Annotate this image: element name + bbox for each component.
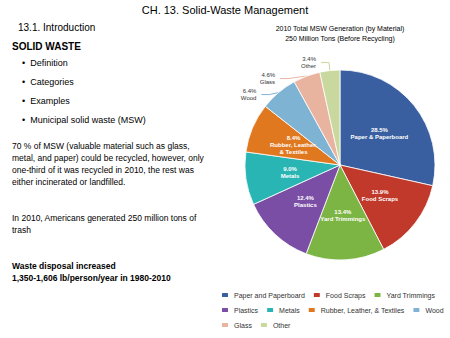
svg-text:13.1. Introduction: 13.1. Introduction	[18, 22, 95, 33]
svg-text:trash: trash	[12, 225, 31, 235]
svg-text:13.4%: 13.4%	[334, 209, 352, 215]
svg-text:CH. 13. Solid-Waste Management: CH. 13. Solid-Waste Management	[142, 4, 309, 16]
svg-text:• Municipal solid waste (MSW): • Municipal solid waste (MSW)	[22, 115, 146, 125]
svg-text:& Textiles: & Textiles	[280, 149, 309, 155]
svg-text:Food Scraps: Food Scraps	[326, 292, 366, 300]
svg-text:250 Million Tons (Before Recyc: 250 Million Tons (Before Recycling)	[285, 35, 395, 43]
svg-text:Rubber, Leather, & Textiles: Rubber, Leather, & Textiles	[321, 307, 405, 314]
svg-text:Wood: Wood	[425, 307, 443, 314]
svg-text:Yard Trimmings: Yard Trimmings	[320, 216, 366, 222]
svg-text:Waste disposal increased: Waste disposal increased	[12, 261, 116, 271]
svg-text:28.5%: 28.5%	[371, 127, 389, 133]
svg-text:• Definition: • Definition	[22, 58, 68, 68]
svg-text:3.4%: 3.4%	[302, 56, 316, 62]
svg-text:SOLID WASTE: SOLID WASTE	[12, 41, 81, 52]
svg-text:In 2010, Americans generated 2: In 2010, Americans generated 250 million…	[12, 213, 197, 223]
svg-text:Plastics: Plastics	[234, 307, 259, 314]
svg-text:Paper & Paperboard: Paper & Paperboard	[351, 134, 409, 140]
svg-text:13.9%: 13.9%	[371, 189, 389, 195]
svg-text:4.6%: 4.6%	[261, 72, 275, 78]
svg-text:Metals: Metals	[279, 307, 300, 314]
svg-text:metal, and paper) could be rec: metal, and paper) could be recycled, how…	[12, 153, 205, 163]
svg-text:Rubber, Leather,: Rubber, Leather,	[270, 142, 317, 148]
svg-text:Food Scraps: Food Scraps	[362, 196, 399, 202]
svg-text:70 % of MSW (valuable material: 70 % of MSW (valuable material such as g…	[12, 141, 190, 151]
svg-text:either incinerated or landfill: either incinerated or landfilled.	[12, 177, 125, 187]
svg-text:Metals: Metals	[281, 173, 300, 179]
svg-text:Paper and Paperboard: Paper and Paperboard	[234, 292, 305, 300]
svg-text:1,350-1,606 lb/person/year in: 1,350-1,606 lb/person/year in 1980-2010	[12, 273, 171, 283]
svg-text:one-third of it was recycled i: one-third of it was recycled in 2010, th…	[12, 165, 194, 175]
svg-text:9.0%: 9.0%	[283, 166, 297, 172]
svg-text:Plastics: Plastics	[294, 202, 317, 208]
svg-text:• Examples: • Examples	[22, 96, 70, 106]
svg-text:Other: Other	[273, 322, 291, 329]
svg-text:6.4%: 6.4%	[243, 88, 257, 94]
svg-text:12.4%: 12.4%	[297, 195, 315, 201]
svg-text:Other: Other	[301, 63, 316, 69]
svg-text:2010 Total MSW Generation (by: 2010 Total MSW Generation (by Material)	[276, 25, 405, 33]
svg-text:8.4%: 8.4%	[287, 135, 301, 141]
svg-text:Wood: Wood	[241, 95, 257, 101]
svg-text:Yard Trimmings: Yard Trimmings	[387, 292, 436, 300]
svg-text:• Categories: • Categories	[22, 77, 74, 87]
svg-text:Glass: Glass	[234, 322, 252, 329]
svg-text:Glass: Glass	[260, 79, 275, 85]
